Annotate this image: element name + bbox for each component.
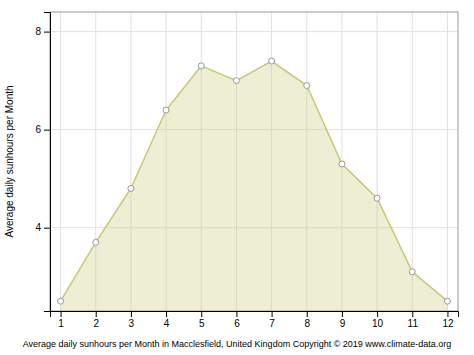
x-tick: 7 xyxy=(269,311,275,329)
x-tick-label: 4 xyxy=(164,318,170,329)
x-axis: 123456789101112 xyxy=(51,311,459,329)
x-tick-mark xyxy=(272,311,273,317)
y-axis: 4 6 8 xyxy=(35,13,50,312)
y-tick: 4 xyxy=(35,222,50,233)
x-tick-mark xyxy=(307,311,308,317)
y-tick-label: 6 xyxy=(35,124,41,135)
marks xyxy=(58,58,451,311)
x-tick: 8 xyxy=(304,311,310,329)
y-tick-mark xyxy=(44,228,50,229)
x-tick-mark xyxy=(96,311,97,317)
y-axis-title: Average daily sunhours per Month xyxy=(4,85,15,237)
area xyxy=(61,61,448,311)
grid-line-x xyxy=(60,12,61,311)
point xyxy=(198,63,204,69)
x-tick: 9 xyxy=(340,311,346,329)
x-tick-mark xyxy=(131,311,132,317)
point xyxy=(409,269,415,275)
point xyxy=(339,161,345,167)
x-tick-mark xyxy=(236,311,237,317)
plot-frame xyxy=(50,12,458,311)
x-tick: 3 xyxy=(129,311,135,329)
line xyxy=(61,61,448,301)
x-tick-label: 1 xyxy=(58,318,64,329)
point xyxy=(58,298,64,304)
grid-line-y xyxy=(50,31,458,32)
x-axis-title: Average daily sunhours per Month in Macc… xyxy=(23,339,452,349)
x-tick-label: 3 xyxy=(129,318,135,329)
x-tick-label: 11 xyxy=(408,318,419,329)
x-tick-label: 2 xyxy=(93,318,99,329)
y-tick-mark xyxy=(44,32,50,33)
grid xyxy=(50,12,458,311)
x-tick: 5 xyxy=(199,311,205,329)
x-tick-label: 10 xyxy=(372,318,384,329)
x-tick: 2 xyxy=(93,311,99,329)
chart: 123456789101112468Average daily sunhours… xyxy=(0,0,474,355)
point xyxy=(374,195,380,201)
x-tick: 4 xyxy=(164,311,170,329)
x-tick-mark xyxy=(447,311,448,317)
grid-line-x xyxy=(447,12,448,311)
y-tick-label: 8 xyxy=(35,26,41,37)
x-tick-mark xyxy=(412,311,413,317)
y-tick: 8 xyxy=(35,26,50,37)
x-tick-label: 6 xyxy=(234,318,240,329)
y-tick-mark xyxy=(44,130,50,131)
point xyxy=(304,83,310,89)
x-tick: 10 xyxy=(372,311,384,329)
x-tick-label: 7 xyxy=(269,318,275,329)
y-tick: 6 xyxy=(35,124,50,135)
y-axis-line xyxy=(44,13,51,312)
x-tick-mark xyxy=(166,311,167,317)
x-tick: 12 xyxy=(442,311,454,329)
point xyxy=(93,239,99,245)
point xyxy=(163,107,169,113)
x-tick-label: 12 xyxy=(442,318,454,329)
plot: 123456789101112468 xyxy=(35,12,458,329)
y-tick-label: 4 xyxy=(35,222,41,233)
x-tick-label: 8 xyxy=(304,318,310,329)
x-tick: 6 xyxy=(234,311,240,329)
x-tick-label: 5 xyxy=(199,318,205,329)
x-tick-mark xyxy=(61,311,62,317)
x-tick-mark xyxy=(201,311,202,317)
point xyxy=(233,78,239,84)
x-tick-mark xyxy=(342,311,343,317)
x-tick: 11 xyxy=(408,311,419,329)
x-axis-line xyxy=(51,312,459,318)
x-tick-mark xyxy=(377,311,378,317)
point xyxy=(269,58,275,64)
x-tick: 1 xyxy=(58,311,64,329)
x-tick-label: 9 xyxy=(340,318,346,329)
grid-line-x xyxy=(412,12,413,311)
point xyxy=(128,185,134,191)
point xyxy=(444,298,450,304)
